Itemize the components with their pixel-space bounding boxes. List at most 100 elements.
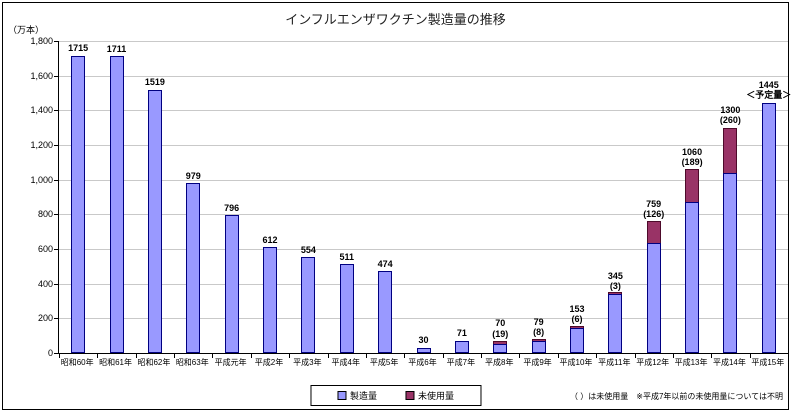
bar-segment-production	[378, 270, 393, 353]
gridline	[59, 249, 788, 250]
bar-value-label: 474	[346, 259, 424, 269]
y-tick-mark	[54, 145, 59, 146]
bar-平成2年	[263, 246, 278, 353]
bar-segment-production	[531, 340, 546, 353]
legend-production-label: 製造量	[349, 391, 377, 401]
bar-segment-production	[416, 347, 431, 353]
bar-平成4年	[339, 264, 354, 353]
bar-value-label-line: (8)	[533, 326, 545, 337]
x-tick-label: 昭和62年	[137, 358, 171, 367]
bar-value-label-line: ＜予定量＞	[746, 90, 791, 101]
unused-color-swatch	[405, 391, 414, 400]
x-tick-label: 昭和61年	[99, 358, 132, 367]
bar-平成12年	[646, 221, 661, 353]
x-tick-label: 平成5年	[369, 358, 399, 367]
bar-segment-production	[224, 215, 239, 353]
gridline	[59, 214, 788, 216]
x-tick-label: 昭和60年	[60, 358, 94, 367]
bar-segment-production	[109, 56, 124, 353]
x-tick-label: 平成15年	[751, 358, 785, 367]
bar-segment-production	[186, 183, 201, 353]
y-tick-mark	[54, 283, 59, 285]
bar-value-label-line: 612	[262, 234, 278, 245]
x-tick-label: 平成14年	[712, 358, 746, 367]
bar-value-label: 1445 ＜予定量＞	[730, 80, 791, 101]
bar-平成元年	[224, 215, 239, 353]
bar-value-label: 30	[384, 335, 462, 345]
bar-segment-production	[646, 243, 661, 353]
x-tick-mark	[788, 354, 789, 358]
bar-平成7年	[454, 340, 469, 353]
bar-value-label: 759 (126)	[615, 199, 693, 220]
bar-value-label: 1060 (189)	[653, 147, 731, 168]
gridline	[59, 75, 788, 77]
plot-area: 1715 1711 1519 979 796 612 554 511 474 30 71 70 (19)…	[54, 41, 791, 358]
bar-value-label: 1711	[77, 44, 155, 54]
bar-value-label: 79 (8)	[499, 317, 577, 338]
x-tick-mark	[174, 354, 176, 358]
gridline	[59, 145, 788, 146]
bar-value-label-line: 1519	[144, 77, 165, 88]
y-tick-label: 1,000	[30, 174, 53, 185]
x-tick-label: 平成6年	[408, 358, 437, 367]
bar-segment-production	[685, 202, 700, 353]
bar-segment-production	[71, 55, 86, 353]
y-tick-mark	[54, 249, 59, 250]
legend-item-unused: 未使用量	[405, 389, 454, 402]
x-axis-labels: 昭和60年 昭和61年 昭和62年 昭和63年 平成元年 平成2年 平成3年 平成4年 平成5年…	[58, 357, 788, 369]
bar-平成9年	[531, 338, 546, 353]
bar-segment-production	[493, 344, 508, 353]
y-tick-mark	[54, 214, 59, 216]
bar-value-label-line: 1060	[682, 146, 703, 157]
bar-平成11年	[608, 291, 623, 353]
x-tick-mark	[97, 354, 99, 358]
y-tick-mark	[54, 110, 59, 112]
bar-value-label-line: 759	[646, 198, 662, 209]
y-tick-mark	[54, 179, 59, 181]
bar-segment-unused	[723, 127, 738, 173]
y-tick-label: 1,400	[30, 105, 53, 116]
x-tick-label: 平成3年	[293, 358, 322, 367]
bar-value-label: 70 (19)	[461, 318, 539, 339]
bar-value-label: 796	[192, 203, 270, 213]
x-tick-label: 平成8年	[485, 358, 514, 367]
legend: 製造量 未使用量	[309, 385, 482, 406]
x-tick-mark	[212, 354, 214, 358]
x-tick-mark	[135, 354, 137, 358]
x-tick-label: 平成元年	[214, 358, 247, 367]
y-tick-label: 0	[47, 348, 53, 358]
bar-segment-production	[569, 327, 584, 353]
production-color-swatch	[336, 391, 346, 400]
bar-平成15年	[761, 102, 776, 353]
bar-segment-unused	[685, 169, 700, 203]
bar-平成3年	[301, 256, 316, 353]
gridline	[59, 283, 788, 285]
gridline	[59, 110, 788, 112]
gridline	[59, 318, 788, 320]
bar-平成14年	[723, 127, 738, 353]
x-tick-mark	[250, 354, 252, 358]
bar-昭和61年	[109, 56, 124, 353]
x-tick-label: 平成12年	[636, 358, 670, 367]
bar-value-label: 612	[231, 235, 309, 245]
y-tick-label: 800	[37, 209, 53, 220]
bar-segment-unused	[646, 221, 661, 244]
y-axis-unit-label: （万本）	[8, 25, 45, 35]
bar-value-label-line: 1445	[758, 79, 779, 90]
x-tick-label: 平成2年	[254, 358, 284, 367]
bar-value-label-line: 796	[224, 202, 240, 213]
bar-value-label-line: 70	[495, 318, 506, 329]
bar-value-label-line: (19)	[492, 328, 509, 339]
legend-unused-label: 未使用量	[418, 391, 455, 401]
x-tick-label: 平成7年	[446, 358, 476, 367]
bar-segment-production	[723, 172, 738, 353]
bar-segment-production	[608, 293, 623, 353]
x-tick-label: 平成10年	[559, 358, 593, 367]
bar-value-label: 1519	[116, 77, 194, 87]
bar-平成6年	[416, 347, 431, 353]
bar-segment-unused	[493, 340, 508, 345]
y-axis-ticks: 0 200 400 600 800 1,000 1,200 1,400 1,600 1,800	[3, 36, 53, 358]
x-tick-mark	[289, 354, 291, 358]
x-tick-mark	[327, 354, 329, 358]
